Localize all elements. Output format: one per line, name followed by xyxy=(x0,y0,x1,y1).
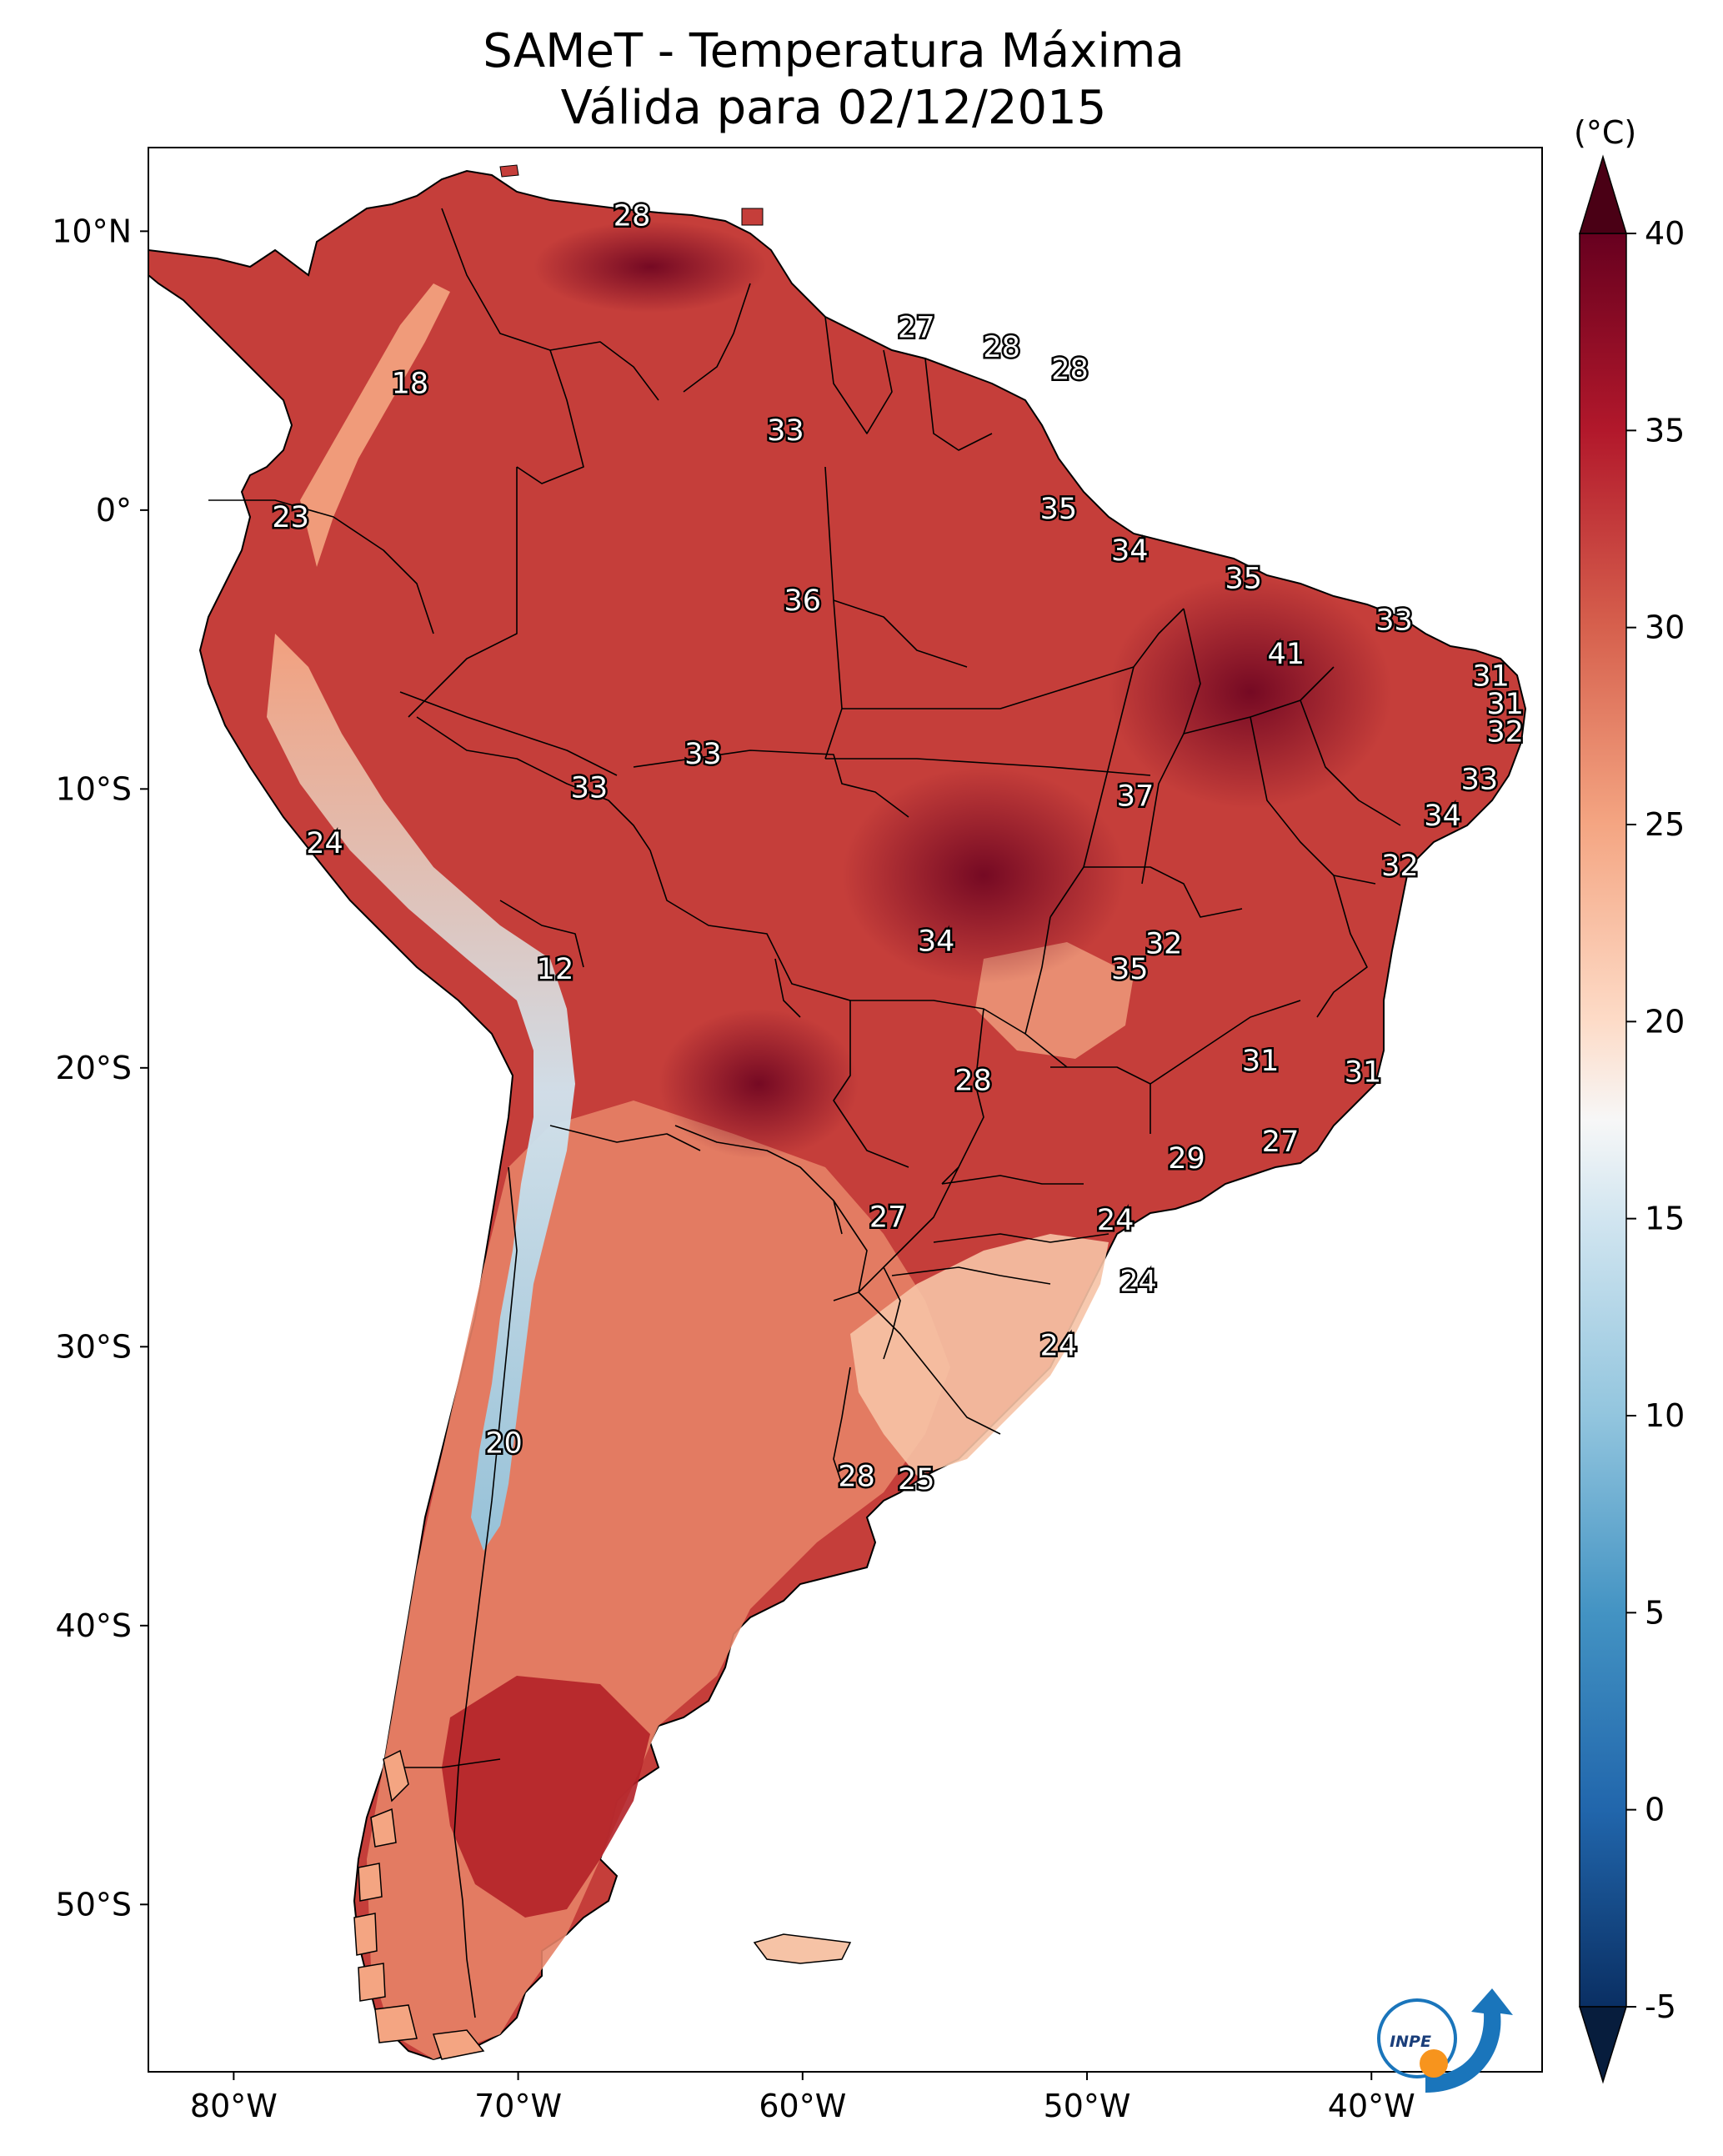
contour-label: 35 xyxy=(1225,562,1262,595)
contour-label: 12 xyxy=(537,953,574,986)
map-title-line2: Válida para 02/12/2015 xyxy=(561,81,1107,135)
contour-label: 31 xyxy=(1486,688,1524,721)
colorbar-tick-label: 40 xyxy=(1645,215,1685,252)
contour-label: 24 xyxy=(1119,1265,1157,1298)
contour-label: 35 xyxy=(1040,493,1078,526)
contour-label: 28 xyxy=(954,1065,992,1098)
contour-label: 34 xyxy=(1111,534,1149,568)
hot-spot-central xyxy=(842,767,1125,984)
map-frame-border xyxy=(148,147,1543,2073)
contour-label: 32 xyxy=(1145,928,1183,961)
contour-label: 27 xyxy=(898,311,935,344)
colorbar-unit: (°C) xyxy=(1574,114,1636,151)
contour-label: 31 xyxy=(1345,1056,1382,1090)
contour-label: 34 xyxy=(918,925,955,958)
inpe-logo-arrow xyxy=(1425,1988,1513,2093)
contour-label: 23 xyxy=(272,501,309,534)
lon-tick-label: 40°W xyxy=(1328,2088,1415,2124)
north-andes-cool-belt xyxy=(300,283,450,567)
colorbar-tick-label: 25 xyxy=(1645,806,1685,843)
contour-label: 27 xyxy=(1262,1126,1300,1159)
colorbar-tick-label: 0 xyxy=(1645,1792,1665,1828)
hot-spot-chaco xyxy=(659,1009,859,1159)
hot-spot-northeast xyxy=(1109,575,1392,809)
caribbean-islands xyxy=(499,164,764,226)
contour-label: 27 xyxy=(869,1201,907,1234)
lon-tick-label: 80°W xyxy=(190,2088,278,2124)
inpe-logo-orbit xyxy=(1377,1998,1457,2078)
contour-label: 41 xyxy=(1268,638,1305,671)
contour-label: 28 xyxy=(1051,353,1089,387)
chilean-fjord-islands xyxy=(353,1749,485,2060)
lat-tick-label: 10°S xyxy=(56,770,132,807)
patagonia-hot-zone xyxy=(442,1676,650,1918)
colorbar-tick-label: 10 xyxy=(1645,1397,1685,1434)
colorbar: (°C) 40 35 30 25 20 15 10 5 0 -5 xyxy=(1574,114,1685,2084)
lat-tick-label: 50°S xyxy=(56,1886,132,1923)
contour-label: 33 xyxy=(1461,763,1499,796)
contour-label: 24 xyxy=(1040,1329,1078,1362)
contour-label: 25 xyxy=(898,1463,935,1497)
contour-label: 32 xyxy=(1381,850,1419,883)
falkland-islands xyxy=(753,1933,852,1964)
colorbar-bottom-extension xyxy=(1578,2006,1628,2084)
contour-label: 33 xyxy=(684,738,722,771)
contour-label: 37 xyxy=(1117,780,1155,813)
contour-label: 28 xyxy=(838,1461,875,1494)
colorbar-tick-label: 5 xyxy=(1645,1594,1665,1631)
colorbar-tick-label: 30 xyxy=(1645,609,1685,646)
contour-label: 34 xyxy=(1424,800,1461,833)
contour-label: 24 xyxy=(1097,1204,1134,1237)
inpe-logo-text: INPE xyxy=(1390,2033,1431,2051)
political-borders xyxy=(208,208,1401,2018)
contour-label: 33 xyxy=(571,771,609,805)
latitude-axis: 10°N 0° 10°S 20°S 30°S 40°S 50°S xyxy=(52,213,148,1923)
contour-label: 36 xyxy=(784,584,822,618)
inpe-logo-dot xyxy=(1420,2049,1448,2078)
south-brazil-cool-zone xyxy=(850,1234,1109,1476)
map-content xyxy=(148,164,1527,2061)
contour-label: 29 xyxy=(1168,1142,1205,1176)
colorbar-top-extension xyxy=(1578,154,1628,234)
contour-label: 31 xyxy=(1472,660,1510,694)
lat-tick-label: 40°S xyxy=(56,1607,132,1644)
longitude-axis: 80°W 70°W 60°W 50°W 40°W xyxy=(190,2072,1415,2124)
colorbar-tick-label: 15 xyxy=(1645,1201,1685,1237)
contour-label: 24 xyxy=(306,827,343,860)
lat-tick-label: 10°N xyxy=(52,213,132,249)
inpe-logo: INPE xyxy=(1377,1988,1513,2093)
lon-tick-label: 70°W xyxy=(474,2088,562,2124)
contour-label: 33 xyxy=(1375,604,1413,638)
hot-spot-venezuela xyxy=(533,221,767,313)
lon-tick-label: 60°W xyxy=(759,2088,846,2124)
contour-label: 28 xyxy=(983,331,1020,364)
colorbar-tick-label: -5 xyxy=(1645,1988,1676,2025)
colorbar-tick-label: 20 xyxy=(1645,1003,1685,1040)
lat-tick-label: 30°S xyxy=(56,1328,132,1365)
colorbar-ticks: 40 35 30 25 20 15 10 5 0 -5 xyxy=(1626,215,1685,2025)
andes-cold-belt xyxy=(267,634,575,1551)
contour-label: 35 xyxy=(1111,953,1149,986)
map-title-line1: SAMeT - Temperatura Máxima xyxy=(483,24,1185,78)
lat-tick-label: 0° xyxy=(96,492,132,529)
colorbar-gradient xyxy=(1579,233,1627,2008)
contour-label: 20 xyxy=(485,1426,523,1460)
contour-label: 31 xyxy=(1242,1045,1280,1078)
colorbar-tick-label: 35 xyxy=(1645,412,1685,449)
contour-label: 18 xyxy=(392,367,429,400)
contour-label: 33 xyxy=(767,414,804,448)
lat-tick-label: 20°S xyxy=(56,1050,132,1086)
lon-tick-label: 50°W xyxy=(1044,2088,1131,2124)
contour-label: 28 xyxy=(614,200,651,233)
contour-label: 32 xyxy=(1486,715,1524,749)
